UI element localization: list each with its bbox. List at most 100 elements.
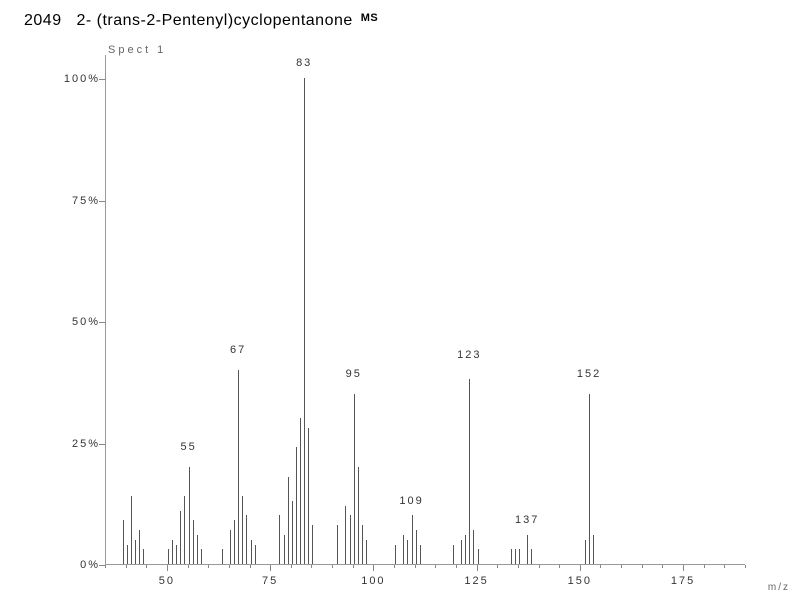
compound-name: 2- (trans-2-Pentenyl)cyclopentanone — [76, 12, 352, 29]
y-tick — [99, 444, 105, 445]
spectrum-peak — [242, 496, 243, 564]
spectrum-peak — [251, 540, 252, 564]
spectrum-peak — [585, 540, 586, 564]
spectrum-peak — [284, 535, 285, 564]
spectrum-peak — [465, 535, 466, 564]
peak-label: 109 — [399, 495, 423, 507]
y-tick-label: 75% — [72, 195, 100, 207]
x-minor-tick — [291, 565, 292, 568]
spectrum-peak — [531, 549, 532, 564]
x-minor-tick — [311, 565, 312, 568]
mass-spectrum-chart: 55678395109123137152 — [105, 55, 745, 565]
spectrum-peak — [453, 545, 454, 564]
spectrum-peak — [279, 515, 280, 564]
spectrum-peak — [300, 418, 301, 564]
spectrum-peak — [304, 78, 305, 564]
y-tick-label: 100% — [64, 73, 100, 85]
spectrum-peak — [362, 525, 363, 564]
x-minor-tick — [146, 565, 147, 568]
spectrum-peak — [354, 394, 355, 564]
spectrum-peak — [197, 535, 198, 564]
x-tick-label: 100 — [361, 575, 385, 587]
peak-label: 95 — [346, 368, 362, 380]
spectrum-peak — [407, 540, 408, 564]
spectrum-peak — [189, 467, 190, 564]
spectrum-peak — [412, 515, 413, 564]
spectrum-peak — [184, 496, 185, 564]
spectrum-peak — [201, 549, 202, 564]
spectrum-peak — [255, 545, 256, 564]
spectrum-peak — [358, 467, 359, 564]
x-tick-label: 150 — [568, 575, 592, 587]
spectrum-peak — [180, 511, 181, 564]
spectrum-peak — [511, 549, 512, 564]
spectrum-peak — [123, 520, 124, 564]
x-minor-tick — [745, 565, 746, 568]
x-minor-tick — [353, 565, 354, 568]
spectrum-peak — [143, 549, 144, 564]
x-minor-tick — [456, 565, 457, 568]
x-minor-tick — [539, 565, 540, 568]
x-minor-tick — [435, 565, 436, 568]
spectrum-peak — [366, 540, 367, 564]
spectrum-peak — [469, 379, 470, 564]
y-tick — [99, 79, 105, 80]
y-tick-label: 50% — [72, 316, 100, 328]
title-suffix: MS — [361, 12, 379, 24]
spectrum-peak — [519, 549, 520, 564]
x-tick-label: 75 — [262, 575, 278, 587]
spectrum-peak — [139, 530, 140, 564]
spectrum-peak — [395, 545, 396, 564]
x-tick — [683, 565, 684, 571]
page-title: 2049 2- (trans-2-Pentenyl)cyclopentanone… — [24, 12, 378, 30]
spectrum-peak — [168, 549, 169, 564]
x-tick — [580, 565, 581, 571]
spectrum-peak — [312, 525, 313, 564]
x-minor-tick — [229, 565, 230, 568]
x-tick — [373, 565, 374, 571]
spectrum-peak — [337, 525, 338, 564]
x-minor-tick — [208, 565, 209, 568]
x-minor-tick — [126, 565, 127, 568]
title-id: 2049 — [24, 12, 62, 29]
y-tick — [99, 322, 105, 323]
x-tick-label: 125 — [464, 575, 488, 587]
spectrum-peak — [473, 530, 474, 564]
spectrum-peak — [527, 535, 528, 564]
x-minor-tick — [394, 565, 395, 568]
spectrum-peak — [222, 549, 223, 564]
x-tick — [167, 565, 168, 571]
x-minor-tick — [600, 565, 601, 568]
spectrum-peak — [345, 506, 346, 564]
spectrum-peak — [127, 545, 128, 564]
x-axis-title: m/z — [768, 582, 790, 593]
peak-label: 123 — [457, 349, 481, 361]
spectrum-peak — [420, 545, 421, 564]
peak-label: 83 — [296, 57, 312, 69]
spectrum-peak — [246, 515, 247, 564]
x-minor-tick — [497, 565, 498, 568]
spectrum-peak — [296, 447, 297, 564]
x-minor-tick — [724, 565, 725, 568]
spectrum-peak — [416, 530, 417, 564]
x-tick-label: 50 — [159, 575, 175, 587]
y-tick-label: 0% — [80, 559, 100, 571]
spectrum-peak — [176, 545, 177, 564]
spectrum-peak — [589, 394, 590, 564]
x-tick-label: 175 — [671, 575, 695, 587]
spectrum-peak — [230, 530, 231, 564]
x-minor-tick — [518, 565, 519, 568]
spectrum-peak — [593, 535, 594, 564]
spectrum-peak — [135, 540, 136, 564]
spectrum-peak — [288, 477, 289, 564]
x-minor-tick — [642, 565, 643, 568]
x-minor-tick — [559, 565, 560, 568]
spectrum-peak — [234, 520, 235, 564]
spectrum-peak — [308, 428, 309, 564]
spectrum-peak — [193, 520, 194, 564]
x-minor-tick — [621, 565, 622, 568]
spectrum-peak — [478, 549, 479, 564]
spectrum-peak — [172, 540, 173, 564]
spectrum-peak — [461, 540, 462, 564]
x-tick — [477, 565, 478, 571]
